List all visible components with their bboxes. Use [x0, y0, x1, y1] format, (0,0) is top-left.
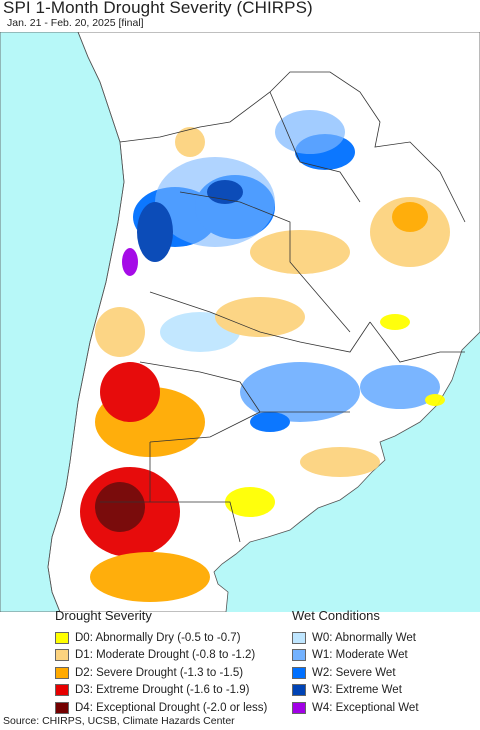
source-credit: Source: CHIRPS, UCSB, Climate Hazards Ce…: [3, 715, 235, 727]
legend-label: W4: Exceptional Wet: [312, 701, 419, 714]
wet-patch: [122, 248, 138, 276]
legend-item-d4: D4: Exceptional Drought (-2.0 or less): [55, 699, 267, 717]
legend-item-w2: W2: Severe Wet: [292, 664, 419, 682]
swatch-d2: [55, 666, 69, 679]
drought-patch: [215, 297, 305, 337]
drought-patch: [392, 202, 428, 232]
wet-patch: [275, 110, 345, 154]
drought-map: [0, 32, 480, 612]
swatch-w4: [292, 701, 306, 714]
swatch-d0: [55, 631, 69, 644]
wet-patch: [250, 412, 290, 432]
severity-patches: [80, 110, 450, 602]
border-line: [369, 321, 465, 363]
swatch-d1: [55, 649, 69, 662]
wet-patch: [137, 202, 173, 262]
legend-label: D2: Severe Drought (-1.3 to -1.5): [75, 666, 244, 679]
legend-item-d3: D3: Extreme Drought (-1.6 to -1.9): [55, 682, 267, 700]
border-line: [119, 71, 466, 223]
legend-item-d2: D2: Severe Drought (-1.3 to -1.5): [55, 664, 267, 682]
map-title: SPI 1-Month Drought Severity (CHIRPS): [3, 0, 313, 17]
wet-patch: [155, 157, 275, 247]
legend-item-w0: W0: Abnormally Wet: [292, 629, 419, 647]
border-line: [269, 91, 361, 203]
legend-label: W0: Abnormally Wet: [312, 631, 416, 644]
legend-label: D4: Exceptional Drought (-2.0 or less): [75, 701, 268, 714]
swatch-d3: [55, 684, 69, 697]
borders: [100, 71, 466, 543]
swatch-d4: [55, 701, 69, 714]
legend-label: D1: Moderate Drought (-0.8 to -1.2): [75, 649, 256, 662]
swatch-w0: [292, 631, 306, 644]
drought-patch: [95, 482, 145, 532]
swatch-w3: [292, 684, 306, 697]
border-line: [149, 411, 350, 443]
border-line: [179, 191, 351, 333]
chile-coast: [0, 32, 125, 612]
map-subtitle: Jan. 21 - Feb. 20, 2025 [final]: [7, 17, 144, 29]
drought-patch: [90, 552, 210, 602]
drought-patch: [225, 487, 275, 517]
border-line: [149, 291, 371, 353]
legend-item-w4: W4: Exceptional Wet: [292, 699, 419, 717]
legend-label: D0: Abnormally Dry (-0.5 to -0.7): [75, 631, 241, 644]
legend-label: W1: Moderate Wet: [312, 649, 408, 662]
legend-item-d1: D1: Moderate Drought (-0.8 to -1.2): [55, 647, 267, 665]
drought-patch: [250, 230, 350, 274]
legend-item-w1: W1: Moderate Wet: [292, 647, 419, 665]
border-line: [139, 361, 261, 413]
drought-patch: [175, 127, 205, 157]
legend-label: W3: Extreme Wet: [312, 684, 402, 697]
drought-legend-header: Drought Severity: [55, 608, 152, 623]
legend-label: W2: Severe Wet: [312, 666, 396, 679]
wet-legend: Wet Conditions W0: Abnormally Wet W1: Mo…: [292, 608, 419, 717]
wet-patch: [360, 365, 440, 409]
wet-patch: [207, 180, 243, 204]
legend-item-d0: D0: Abnormally Dry (-0.5 to -0.7): [55, 629, 267, 647]
swatch-w2: [292, 666, 306, 679]
drought-patch: [380, 314, 410, 330]
legend-item-w3: W3: Extreme Wet: [292, 682, 419, 700]
drought-legend: Drought Severity D0: Abnormally Dry (-0.…: [55, 608, 267, 717]
drought-patch: [300, 447, 380, 477]
border-line: [149, 442, 241, 543]
swatch-w1: [292, 649, 306, 662]
legend-label: D3: Extreme Drought (-1.6 to -1.9): [75, 684, 250, 697]
wet-patch: [240, 362, 360, 422]
drought-patch: [100, 362, 160, 422]
wet-legend-header: Wet Conditions: [292, 608, 380, 623]
drought-patch: [95, 307, 145, 357]
legend: Drought Severity D0: Abnormally Dry (-0.…: [0, 608, 480, 714]
drought-patch: [425, 394, 445, 406]
